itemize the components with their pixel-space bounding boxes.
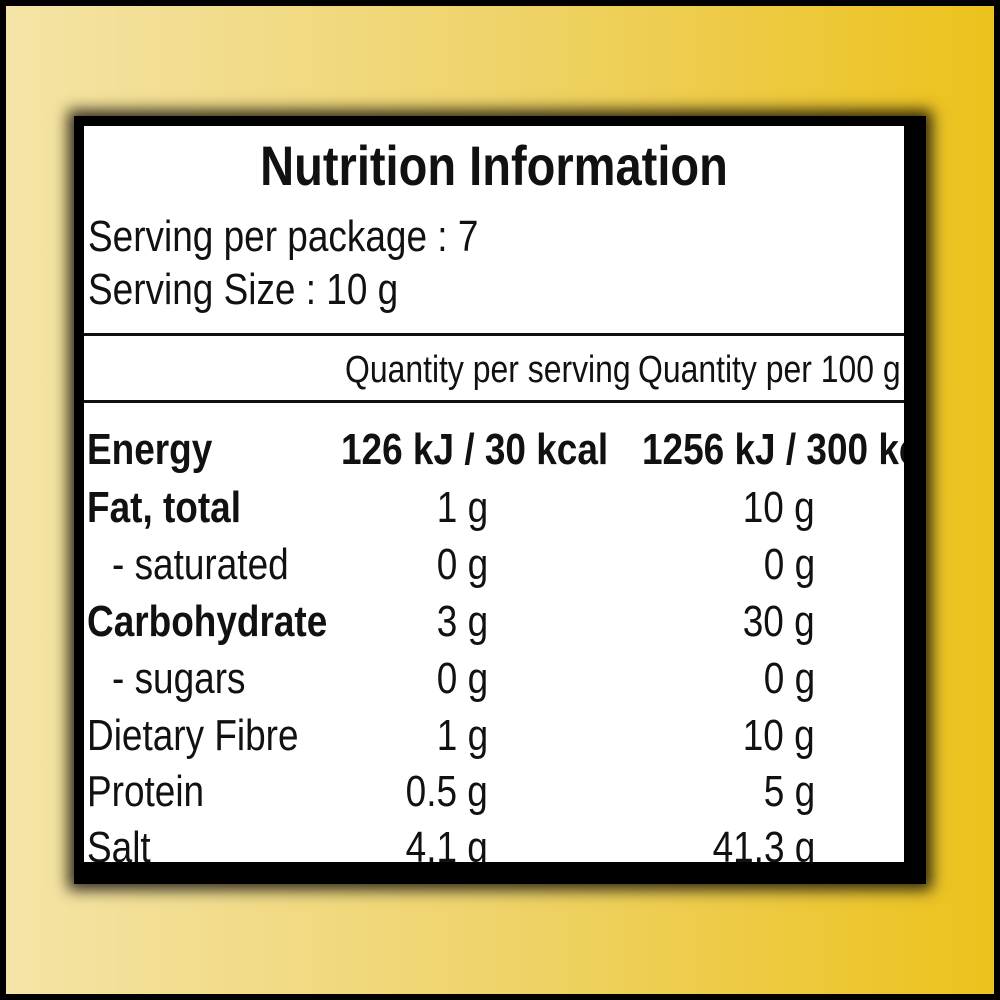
per-100g: 0 g (763, 540, 815, 589)
serving-line: Serving per package : 7 (88, 212, 479, 261)
per-serving: 3 g (436, 597, 488, 646)
per-100g: 10 g (743, 483, 815, 532)
title: Nutrition Information (260, 134, 728, 197)
per-serving: 4.1 g (405, 823, 488, 863)
per-serving: 1 g (436, 483, 488, 532)
per-100g: 30 g (743, 597, 815, 646)
nutrient-name: - saturated (112, 540, 289, 589)
column-header: Quantity per 100 g (638, 349, 901, 391)
nutrient-name: - sugars (112, 654, 246, 703)
per-100g: 41.3 g (712, 823, 815, 863)
nutrient-name: Dietary Fibre (87, 711, 299, 760)
per-serving: 1 g (436, 711, 488, 760)
rule (84, 333, 904, 336)
nutrient-name: Fat, total (87, 483, 241, 532)
nutrient-name: Energy (87, 425, 213, 474)
per-100g: 0 g (763, 654, 815, 703)
per-100g: 5 g (763, 767, 815, 816)
per-serving: 0 g (436, 654, 488, 703)
nutrient-name: Salt (87, 823, 151, 863)
per-serving: 0.5 g (405, 767, 488, 816)
per-serving: 0 g (436, 540, 488, 589)
nutrient-name: Carbohydrate (87, 597, 328, 646)
per-100g: 10 g (743, 711, 815, 760)
nutrition-panel: Nutrition Information Serving per packag… (84, 126, 904, 862)
nutrient-name: Protein (87, 767, 205, 816)
serving-line: Serving Size : 10 g (88, 265, 399, 314)
per-100g: 1256 kJ / 300 kcal (642, 425, 904, 474)
per-serving: 126 kJ / 30 kcal (341, 425, 609, 474)
rule (84, 400, 904, 403)
column-header: Quantity per serving (345, 349, 631, 391)
